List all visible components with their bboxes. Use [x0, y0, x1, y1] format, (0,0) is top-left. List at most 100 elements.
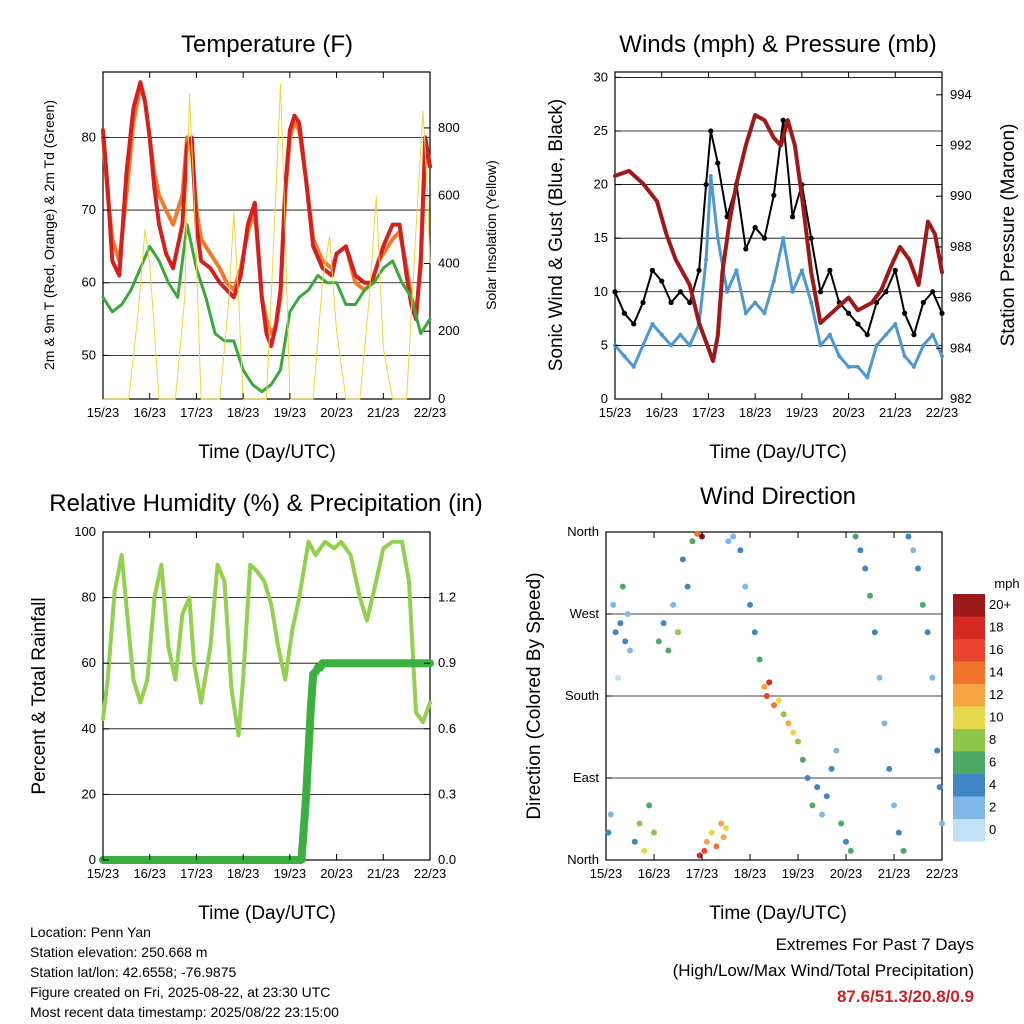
wind-point — [771, 279, 776, 284]
x-tick-label: 18/23 — [227, 866, 260, 881]
pressure-line — [613, 113, 944, 363]
gust-point — [640, 299, 646, 306]
gust-point — [703, 181, 709, 188]
y2-tick-label: 982 — [950, 391, 972, 406]
colorbar-swatch — [953, 639, 985, 662]
rh-line — [101, 539, 432, 738]
y2-tick-label: 1.2 — [438, 590, 456, 605]
x-tick-label: 19/23 — [274, 866, 307, 881]
direction-point — [838, 820, 845, 827]
gust-point — [808, 235, 814, 241]
winds-grid — [615, 76, 942, 346]
wind-point — [734, 268, 739, 273]
x-tick-label: 17/23 — [686, 866, 719, 881]
wind-point — [622, 354, 627, 359]
gust-point — [631, 321, 637, 327]
temperature-ylabel: 2m & 9m T (Red, Orange) & 2m Td (Green) — [41, 100, 57, 370]
direction-point — [857, 547, 864, 554]
direction-point — [651, 829, 657, 836]
y-tick-label: 50 — [82, 347, 96, 362]
y2-tick-label: 600 — [438, 188, 460, 203]
y-tick-label: West — [570, 606, 600, 621]
winds-ylabel: Sonic Wind & Gust (Blue, Black) — [546, 99, 567, 371]
x-tick-label: 22/23 — [414, 866, 447, 881]
x-tick-label: 20/23 — [320, 405, 353, 420]
direction-point — [843, 838, 849, 845]
direction-point — [742, 583, 749, 590]
y2-tick-label: 990 — [950, 188, 972, 203]
direction-point — [636, 820, 643, 827]
direction-point — [780, 711, 787, 718]
gust-point — [939, 310, 945, 316]
y2-tick-label: 200 — [438, 323, 460, 338]
gust-point — [743, 246, 749, 252]
colorbar-swatch — [953, 661, 985, 684]
wind-point — [940, 354, 944, 359]
wind-point — [704, 257, 709, 262]
y-tick-label: 100 — [74, 524, 96, 539]
direction-point — [929, 674, 936, 681]
winds-ylabel-right: Station Pressure (Maroon) — [998, 124, 1019, 347]
x-tick-label: 21/23 — [367, 405, 400, 420]
gust-point — [883, 289, 889, 295]
gust-point — [930, 289, 936, 295]
direction-grid — [606, 613, 942, 779]
gust-point — [827, 267, 833, 273]
wind-point — [883, 332, 888, 337]
y-tick-label: 60 — [82, 655, 96, 670]
colorbar-label: 12 — [989, 687, 1003, 702]
y-tick-label: North — [567, 524, 599, 539]
direction-point — [795, 738, 801, 745]
gust-point — [715, 160, 721, 166]
wind-point — [930, 332, 935, 337]
gust-point — [911, 332, 917, 338]
direction-point — [915, 565, 921, 572]
humidity-xlabel: Time (Day/UTC) — [198, 903, 336, 924]
direction-point — [871, 629, 878, 636]
wind-point — [725, 289, 730, 294]
direction-point — [847, 847, 854, 854]
y2-tick-label: 986 — [950, 290, 972, 305]
colorbar-label: 16 — [989, 642, 1003, 657]
direction-point — [607, 811, 614, 818]
direction-point — [804, 775, 811, 781]
gust-point — [855, 321, 861, 327]
direction-point — [799, 756, 806, 763]
wind-point — [641, 343, 646, 348]
direction-title: Wind Direction — [700, 483, 856, 510]
direction-point — [771, 702, 777, 709]
speed-colorbar: mph 20+ 18 16 14 12 10 8 6 4 2 0 — [953, 576, 1020, 842]
wind-point — [687, 343, 692, 348]
gust-point — [761, 235, 768, 241]
x-tick-label: 18/23 — [734, 866, 767, 881]
y-tick-label: 60 — [82, 275, 96, 290]
direction-panel: Wind Direction NorthEastSouthWestNorth15… — [524, 483, 1020, 924]
wind-point — [809, 300, 814, 305]
direction-point — [627, 647, 633, 654]
direction-point — [660, 620, 667, 627]
direction-point — [785, 720, 792, 727]
footer-recent: Most recent data timestamp: 2025/08/22 2… — [30, 1004, 339, 1020]
direction-point — [876, 674, 883, 681]
gust-point — [920, 299, 926, 306]
direction-point — [689, 538, 696, 545]
temperature-ylabel-right: Solar Insolation (Yellow) — [483, 160, 499, 310]
winds-series — [612, 113, 945, 380]
colorbar-swatch — [953, 729, 985, 752]
gust-point — [752, 224, 758, 231]
direction-point — [819, 811, 825, 818]
t2m-line — [101, 80, 432, 348]
direction-point — [886, 765, 893, 772]
direction-point — [862, 565, 869, 572]
direction-point — [905, 533, 912, 540]
direction-point — [615, 674, 621, 681]
direction-point — [646, 802, 653, 809]
direction-point — [814, 784, 821, 791]
direction-point — [679, 556, 686, 563]
gust-point — [845, 310, 852, 316]
direction-point — [761, 683, 768, 690]
wind-point — [762, 311, 767, 316]
x-tick-label: 16/23 — [133, 866, 166, 881]
colorbar-label: 2 — [989, 800, 996, 815]
